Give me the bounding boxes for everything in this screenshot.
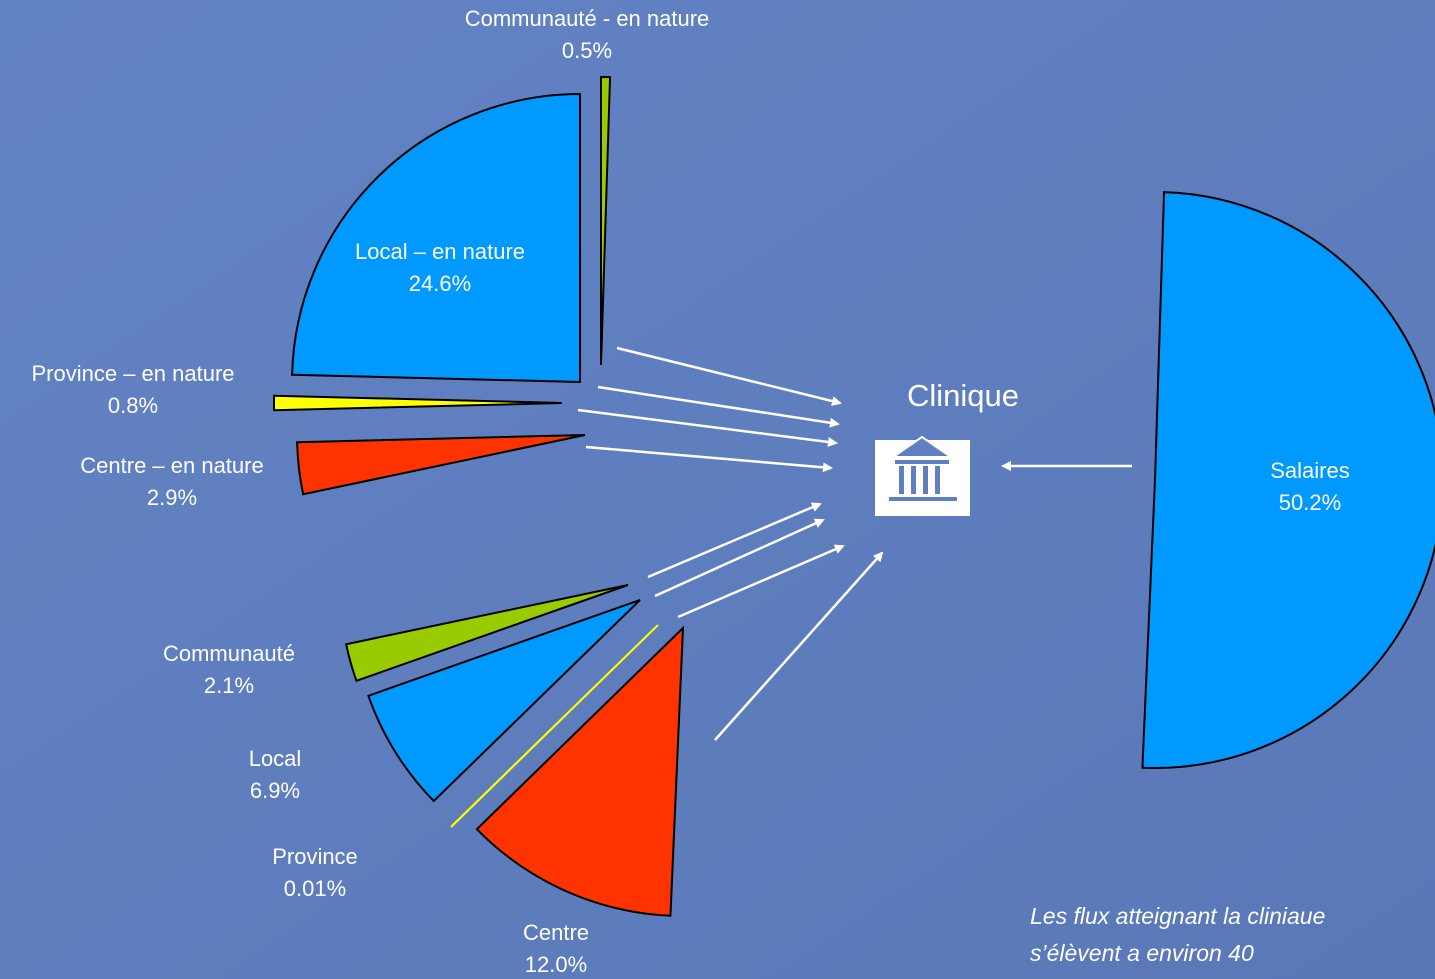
pie-slice <box>273 394 563 412</box>
pie-slice <box>475 625 685 917</box>
clinic-icon <box>875 435 970 516</box>
slice-label: Province <box>272 844 358 869</box>
slice-value: 24.6% <box>409 271 471 296</box>
center-label: Clinique <box>907 378 1019 413</box>
slice-label: Communauté <box>163 641 295 666</box>
pie-slice <box>296 434 586 496</box>
slice-value: 0.01% <box>284 876 346 901</box>
slice-label: Communauté - en nature <box>465 6 710 31</box>
slice-value: 2.1% <box>204 673 254 698</box>
slice-label: Salaires <box>1270 458 1349 483</box>
slice-value: 50.2% <box>1279 490 1341 515</box>
slice-value: 2.9% <box>147 485 197 510</box>
pie-slice <box>344 584 629 683</box>
slice-value: 0.5% <box>562 38 612 63</box>
pie-slice <box>291 92 581 384</box>
pie-slice <box>367 599 641 803</box>
slice-label: Centre – en nature <box>80 453 263 478</box>
slice-value: 0.8% <box>108 393 158 418</box>
slice-label: Centre <box>523 920 589 945</box>
slice-label: Local – en nature <box>355 239 525 264</box>
slice-value: 12.0% <box>525 952 587 977</box>
slice-label: Province – en nature <box>31 361 234 386</box>
slice-value: 6.9% <box>250 778 300 803</box>
pie-slice <box>450 624 659 828</box>
annotation: s’élèvent a environ 40 <box>1030 940 1254 966</box>
pie-slice <box>1141 191 1435 769</box>
slice-label: Local <box>249 746 302 771</box>
annotation: Les flux atteignant la cliniaue <box>1030 903 1325 929</box>
pie-slice <box>600 75 612 366</box>
flow-arrows <box>577 346 1132 741</box>
